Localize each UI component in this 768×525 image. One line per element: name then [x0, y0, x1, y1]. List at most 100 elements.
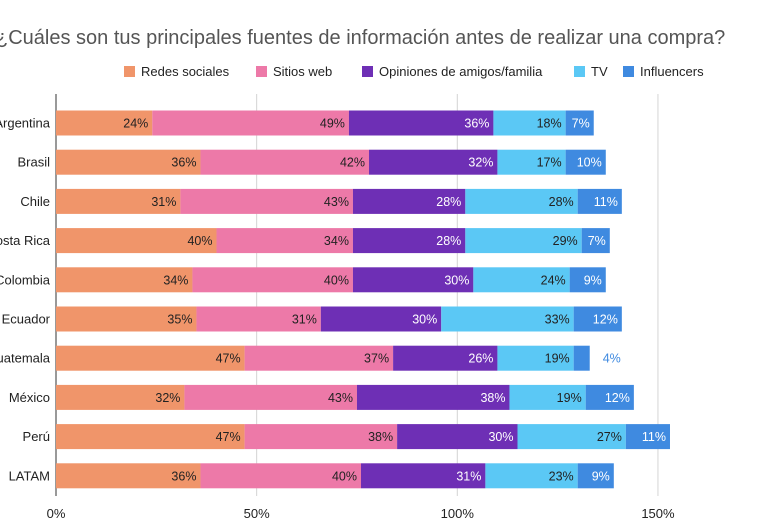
legend: Redes sociales Sitios web Opiniones de ami…: [124, 64, 704, 79]
data-label: 33%: [545, 313, 570, 327]
data-label: 40%: [187, 234, 212, 248]
category-label: Chile: [20, 194, 50, 209]
data-label: 29%: [553, 234, 578, 248]
legend-swatch: [124, 66, 135, 77]
data-label: 7%: [588, 234, 606, 248]
data-label: 34%: [163, 273, 188, 287]
data-label: 28%: [436, 234, 461, 248]
bar-segment: [56, 345, 245, 371]
bar-segment: [573, 306, 622, 332]
data-label: 4%: [603, 352, 621, 366]
data-label: 42%: [340, 156, 365, 170]
data-label: 31%: [456, 469, 481, 483]
bar-segment: [585, 384, 634, 410]
data-label: 49%: [320, 117, 345, 131]
data-label: 11%: [642, 430, 666, 444]
category-label: Guatemala: [0, 351, 51, 366]
bar-segment: [56, 149, 201, 175]
bar-segment: [577, 463, 614, 489]
category-label: México: [9, 390, 50, 405]
bar-segment: [56, 384, 185, 410]
bar-segment: [369, 149, 498, 175]
bar-segment: [56, 188, 181, 214]
data-label: 9%: [584, 273, 602, 287]
bar-segment: [352, 228, 466, 254]
bar-segment: [56, 424, 245, 450]
bar-segment: [465, 188, 578, 214]
bar-segment: [565, 149, 606, 175]
x-tick-label: 100%: [441, 506, 475, 521]
bar-segment: [625, 424, 670, 450]
bar-segment: [577, 188, 622, 214]
data-label: 9%: [592, 469, 610, 483]
data-label: 36%: [464, 117, 489, 131]
bar-segment: [465, 228, 582, 254]
data-label: 11%: [594, 195, 618, 209]
data-label: 47%: [216, 430, 241, 444]
bar-segment: [196, 306, 321, 332]
bar-segment: [397, 424, 518, 450]
bar-segment: [360, 463, 486, 489]
bar-segment: [352, 267, 474, 293]
legend-swatch: [362, 66, 373, 77]
legend-swatch: [256, 66, 267, 77]
x-tick-label: 0%: [47, 506, 66, 521]
x-tick-label: 50%: [244, 506, 270, 521]
legend-label: Opiniones de amigos/familia: [379, 64, 543, 79]
bar-segment: [200, 149, 370, 175]
data-label: 28%: [436, 195, 461, 209]
bar-segment: [56, 463, 201, 489]
data-label: 37%: [364, 352, 389, 366]
bar-segment: [352, 188, 466, 214]
bar-segment: [497, 345, 574, 371]
data-label: 18%: [537, 117, 562, 131]
bar-segment: [356, 384, 510, 410]
bar-segment: [56, 110, 153, 136]
data-label: 30%: [444, 273, 469, 287]
bars: 24% 49% 36% 18% 7% 36% 42% 32% 17% 10% 31% 43% 28% 28…: [56, 110, 670, 489]
bar-segment: [441, 306, 574, 332]
data-label: 7%: [572, 117, 590, 131]
data-label: 12%: [605, 391, 630, 405]
data-label: 19%: [557, 391, 582, 405]
bar-segment: [581, 228, 610, 254]
bar-segment: [473, 267, 570, 293]
data-label: 32%: [468, 156, 493, 170]
bar-segment: [56, 306, 197, 332]
data-label: 32%: [155, 391, 180, 405]
bar-segment: [485, 463, 578, 489]
data-label: 31%: [292, 313, 317, 327]
bar-segment: [56, 267, 193, 293]
data-label: 38%: [480, 391, 505, 405]
x-axis-tick-labels: 0% 50% 100% 150%: [47, 506, 675, 521]
bar-segment: [192, 267, 353, 293]
bar-segment: [569, 267, 606, 293]
data-label: 24%: [123, 117, 148, 131]
data-label: 27%: [597, 430, 622, 444]
data-label: 26%: [468, 352, 493, 366]
bar-segment: [244, 345, 394, 371]
category-label: Perú: [23, 429, 50, 444]
category-label: Colombia: [0, 272, 51, 287]
x-tick-label: 150%: [641, 506, 675, 521]
bar-segment: [180, 188, 353, 214]
data-label: 12%: [593, 313, 618, 327]
legend-label: Sitios web: [273, 64, 332, 79]
chart-title: ¿Cuáles son tus principales fuentes de i…: [0, 27, 725, 49]
data-label: 40%: [332, 469, 357, 483]
bar-segment: [56, 228, 217, 254]
data-label: 30%: [412, 313, 437, 327]
legend-label: Redes sociales: [141, 64, 230, 79]
data-label: 30%: [488, 430, 513, 444]
category-label: LATAM: [9, 468, 50, 483]
bar-segment: [497, 149, 566, 175]
data-label: 36%: [171, 156, 196, 170]
bar-segment: [320, 306, 442, 332]
category-label: Argentina: [0, 116, 51, 131]
data-label: 40%: [324, 273, 349, 287]
bar-segment: [244, 424, 398, 450]
data-label: 10%: [577, 156, 602, 170]
data-label: 47%: [216, 352, 241, 366]
bar-segment: [216, 228, 353, 254]
